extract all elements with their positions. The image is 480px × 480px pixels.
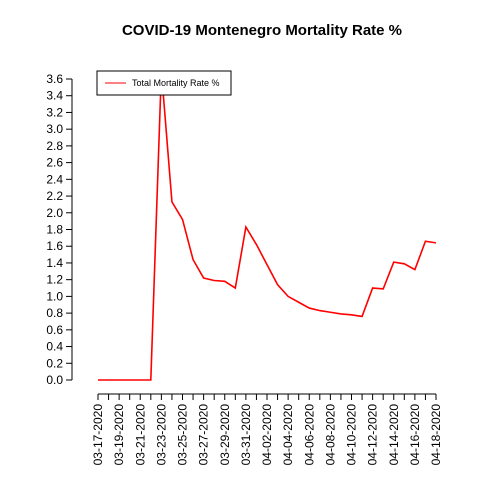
y-tick-label: 1.4	[46, 256, 63, 270]
legend-label: Total Mortality Rate %	[132, 78, 220, 88]
y-tick-label: 3.2	[46, 105, 63, 119]
y-tick-label: 0.2	[46, 356, 63, 370]
y-tick-label: 0.4	[46, 340, 63, 354]
x-tick-label: 03-21-2020	[133, 404, 147, 466]
x-tick-label: 04-12-2020	[366, 404, 380, 466]
x-tick-label: 04-14-2020	[387, 404, 401, 466]
x-tick-label: 03-27-2020	[197, 404, 211, 466]
series-group	[98, 70, 437, 381]
x-axis: 03-17-2020 03-19-2020 03-21-2020 03-23-2020…	[91, 393, 443, 466]
y-tick-label: 2.0	[46, 206, 63, 220]
x-tick-label: 03-23-2020	[154, 404, 168, 466]
chart-title: COVID-19 Montenegro Mortality Rate %	[122, 22, 402, 39]
x-tick-label: 04-04-2020	[281, 404, 295, 466]
x-tick-label: 04-02-2020	[260, 404, 274, 466]
x-tick-label: 04-10-2020	[345, 404, 359, 466]
y-tick-label: 1.6	[46, 239, 63, 253]
x-tick-label: 03-31-2020	[239, 404, 253, 466]
x-tick-label: 04-08-2020	[323, 404, 337, 466]
x-tick-label: 03-19-2020	[112, 404, 126, 466]
y-tick-label: 1.2	[46, 273, 63, 287]
y-tick-label: 2.4	[46, 172, 63, 186]
x-tick-label: 04-18-2020	[429, 404, 443, 466]
y-tick-label: 3.0	[46, 122, 63, 136]
y-tick-label: 0.8	[46, 306, 63, 320]
series-line-0	[98, 70, 437, 381]
y-tick-label: 0.0	[46, 373, 63, 387]
legend: Total Mortality Rate %	[96, 70, 232, 96]
y-tick-label: 2.8	[46, 139, 63, 153]
y-tick-label: 2.6	[46, 156, 63, 170]
x-tick-label: 03-29-2020	[218, 404, 232, 466]
y-tick-label: 3.6	[46, 72, 63, 86]
x-tick-label: 04-16-2020	[408, 404, 422, 466]
x-tick-label: 04-06-2020	[302, 404, 316, 466]
y-tick-label: 1.8	[46, 223, 63, 237]
x-tick-label: 03-17-2020	[91, 404, 105, 466]
y-tick-label: 3.4	[46, 89, 63, 103]
y-tick-label: 2.2	[46, 189, 63, 203]
x-tick-label: 03-25-2020	[176, 404, 190, 466]
y-tick-label: 0.6	[46, 323, 63, 337]
y-axis: 0.0 0.2 0.4 0.6 0.8 1.0 1.2 1.4 1.6 1.8 2.0 2.2 2.4 2…	[46, 72, 73, 387]
y-tick-label: 1.0	[46, 289, 63, 303]
